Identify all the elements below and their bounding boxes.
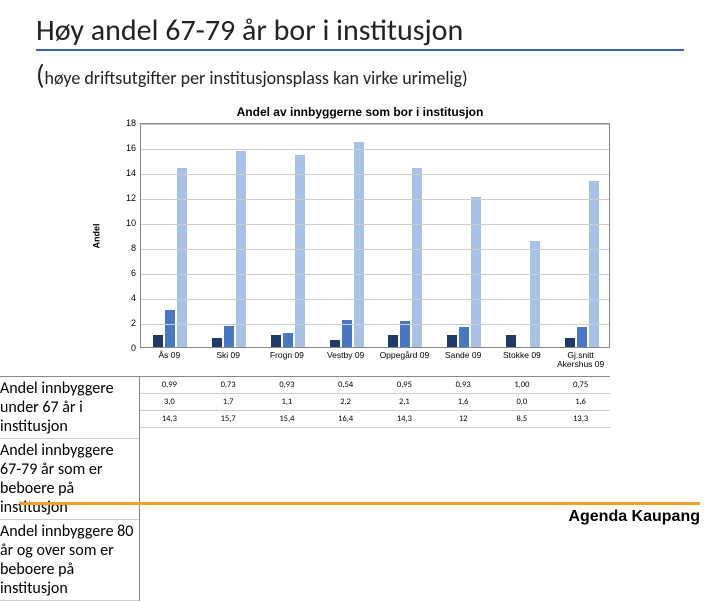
y-tick-label: 2	[116, 318, 136, 328]
x-tick-label: Ski 09	[199, 351, 258, 360]
table-cell: 14,3	[375, 411, 434, 427]
footer-bar: Agenda Kaupang	[20, 502, 700, 526]
table-cell: 3,0	[140, 394, 199, 410]
bar	[330, 340, 340, 347]
legend-item: Andel innbyggere 80 år og over som er be…	[0, 520, 139, 601]
bar	[271, 335, 281, 347]
x-tick-label: Stokke 09	[493, 351, 552, 360]
y-tick-label: 8	[116, 243, 136, 253]
x-axis: Ås 09Ski 09Frogn 09Vestby 09Oppegård 09S…	[140, 348, 610, 376]
bar	[295, 155, 305, 348]
table-cell: 1,7	[199, 394, 258, 410]
legend-column: Andel innbyggere under 67 år i institusj…	[0, 376, 140, 601]
slide-heading: Høy andel 67-79 år bor i institusjon	[0, 0, 720, 53]
x-tick-label: Oppegård 09	[375, 351, 434, 360]
table-cell: 8,5	[493, 411, 552, 427]
table-cell: 0,93	[434, 377, 493, 393]
bar	[212, 338, 222, 347]
bar	[589, 181, 599, 347]
table-cell: 15,4	[258, 411, 317, 427]
bar	[530, 241, 540, 347]
chart-container: Andel av innbyggerne som bor i institusj…	[110, 105, 610, 601]
bar	[165, 310, 175, 348]
bar	[224, 326, 234, 347]
table-cell: 0,99	[140, 377, 199, 393]
bar	[577, 327, 587, 347]
bar	[459, 327, 469, 347]
table-cell: 0,95	[375, 377, 434, 393]
slide-title: Høy andel 67-79 år bor i institusjon	[36, 12, 684, 51]
subtitle-paren: (	[36, 57, 45, 92]
table-row: 14,315,715,416,414,3128,513,3	[140, 411, 610, 428]
table-cell: 0,73	[199, 377, 258, 393]
plot-area	[140, 123, 610, 348]
table-cell: 1,6	[551, 394, 610, 410]
table-cell: 0,0	[493, 394, 552, 410]
legend-label: Andel innbyggere 80 år og over som er be…	[0, 522, 136, 598]
slide-subtitle: (høye driftsutgifter per institusjonspla…	[0, 53, 720, 92]
x-tick-label: Frogn 09	[258, 351, 317, 360]
bar	[388, 335, 398, 347]
table-cell: 13,3	[551, 411, 610, 427]
bar	[354, 142, 364, 347]
bar	[283, 333, 293, 347]
y-tick-label: 12	[116, 193, 136, 203]
chart-title: Andel av innbyggerne som bor i institusj…	[110, 105, 610, 119]
table-cell: 1,00	[493, 377, 552, 393]
values-column: 0,990,730,930,540,950,931,000,753,01,71,…	[140, 376, 610, 601]
x-tick-label: Sande 09	[434, 351, 493, 360]
bar	[153, 335, 163, 347]
bar	[412, 168, 422, 347]
table-row: 3,01,71,12,22,11,60,01,6	[140, 394, 610, 411]
y-tick-label: 18	[116, 118, 136, 128]
table-cell: 0,75	[551, 377, 610, 393]
x-tick-label: Gj.snitt Akershus 09	[551, 351, 610, 370]
y-tick-label: 0	[116, 343, 136, 353]
legend-label: Andel innbyggere under 67 år i institusj…	[0, 379, 136, 436]
table-cell: 2,2	[316, 394, 375, 410]
legend-item: Andel innbyggere under 67 år i institusj…	[0, 376, 139, 439]
bar	[565, 338, 575, 347]
y-tick-label: 4	[116, 293, 136, 303]
x-tick-label: Vestby 09	[316, 351, 375, 360]
x-tick-label: Ås 09	[140, 351, 199, 360]
footer-text: Agenda Kaupang	[568, 508, 700, 525]
subtitle-text: høye driftsutgifter per institusjonsplas…	[45, 67, 468, 89]
y-axis-label: Andel	[92, 223, 102, 248]
data-table: Andel innbyggere under 67 år i institusj…	[140, 376, 610, 601]
bars-layer	[141, 124, 609, 347]
table-cell: 1,6	[434, 394, 493, 410]
y-tick-label: 10	[116, 218, 136, 228]
y-tick-label: 6	[116, 268, 136, 278]
table-cell: 16,4	[316, 411, 375, 427]
y-tick-label: 14	[116, 168, 136, 178]
table-row: 0,990,730,930,540,950,931,000,75	[140, 376, 610, 394]
table-cell: 0,54	[316, 377, 375, 393]
table-cell: 14,3	[140, 411, 199, 427]
table-cell: 0,93	[258, 377, 317, 393]
bar	[506, 335, 516, 348]
bar	[447, 335, 457, 347]
table-cell: 12	[434, 411, 493, 427]
table-cell: 2,1	[375, 394, 434, 410]
table-cell: 15,7	[199, 411, 258, 427]
table-cell: 1,1	[258, 394, 317, 410]
bar	[177, 168, 187, 347]
y-tick-label: 16	[116, 143, 136, 153]
